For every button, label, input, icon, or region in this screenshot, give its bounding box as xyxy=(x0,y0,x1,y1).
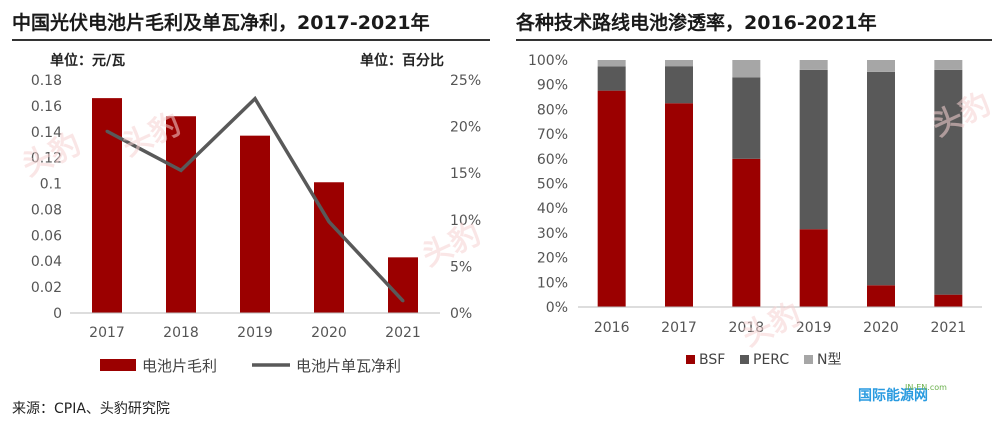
site-logo: 国际能源网 xyxy=(858,388,928,404)
right-chart-x-tick-label: 2018 xyxy=(729,320,765,336)
bsf-segment xyxy=(665,103,693,307)
ntype-segment xyxy=(934,60,963,70)
left-x-tick-label: 2019 xyxy=(237,325,273,341)
gross-margin-bar xyxy=(240,135,270,313)
gross-margin-bar xyxy=(166,116,196,313)
ntype-segment xyxy=(732,60,761,78)
net-profit-point xyxy=(401,299,405,303)
right-y-tick-label: 10% xyxy=(450,213,481,229)
right-chart-y-tick-label: 40% xyxy=(537,201,568,217)
net-profit-point xyxy=(179,168,183,172)
right-chart-y-tick-label: 100% xyxy=(528,53,568,69)
right-chart-y-tick-label: 20% xyxy=(537,251,568,267)
net-profit-point xyxy=(253,97,257,101)
right-chart-y-tick-label: 30% xyxy=(537,226,568,242)
right-chart-x-tick-label: 2019 xyxy=(796,320,832,336)
right-y-tick-label: 5% xyxy=(450,259,472,275)
right-chart-y-tick-label: 10% xyxy=(537,275,568,291)
right-chart-svg: 0% 10% 20% 30% 40% 50% 60% 70% 80% 90% 100% 2016 201… xyxy=(528,53,982,368)
bsf-segment xyxy=(799,229,828,307)
perc-segment xyxy=(732,77,761,159)
right-unit-label: 单位：百分比 xyxy=(360,53,444,69)
left-x-tick-label: 2017 xyxy=(89,325,125,341)
bsf-segment xyxy=(597,90,626,308)
site-logo-sub: IN-EN.com xyxy=(905,383,947,392)
perc-segment xyxy=(665,66,693,104)
left-x-tick-label: 2020 xyxy=(311,325,347,341)
bsf-segment xyxy=(867,285,895,307)
legend-swatch-gross-margin xyxy=(100,359,136,371)
perc-segment xyxy=(867,71,895,286)
right-chart-y-tick-label: 0% xyxy=(546,300,568,316)
legend-swatch-ntype xyxy=(804,355,813,364)
right-title-divider xyxy=(516,39,992,41)
gross-margin-bar xyxy=(92,98,122,313)
right-chart-x-tick-label: 2021 xyxy=(931,320,967,336)
ntype-segment xyxy=(597,60,626,67)
left-y-tick-label: 0 xyxy=(53,306,62,322)
right-chart-y-tick-label: 80% xyxy=(537,102,568,118)
left-unit-label: 单位：元/瓦 xyxy=(50,53,126,69)
bsf-segment xyxy=(732,158,761,307)
left-x-tick-label: 2018 xyxy=(163,325,199,341)
ntype-segment xyxy=(799,60,828,70)
right-y-tick-label: 15% xyxy=(450,166,481,182)
right-chart-y-tick-label: 70% xyxy=(537,127,568,143)
left-y-tick-label: 0.14 xyxy=(31,125,62,141)
left-y-tick-label: 0.1 xyxy=(40,177,62,193)
legend-label-gross-margin: 电池片毛利 xyxy=(142,357,217,375)
left-title-divider xyxy=(12,39,490,41)
left-y-tick-label: 0.08 xyxy=(31,202,62,218)
legend-label-perc: PERC xyxy=(753,352,789,368)
left-chart-title: 中国光伏电池片毛利及单瓦净利，2017-2021年 xyxy=(12,12,430,34)
left-chart-panel: 中国光伏电池片毛利及单瓦净利，2017-2021年 单位：元/瓦 单位：百分比 … xyxy=(12,12,490,417)
right-chart-title: 各种技术路线电池渗透率，2016-2021年 xyxy=(516,12,877,34)
source-note: 来源：CPIA、头豹研究院 xyxy=(12,401,170,417)
legend-label-net-profit: 电池片单瓦净利 xyxy=(296,357,401,375)
right-chart-x-tick-label: 2020 xyxy=(863,320,899,336)
right-chart-y-tick-label: 60% xyxy=(537,152,568,168)
left-y-tick-label: 0.18 xyxy=(31,73,62,89)
gross-margin-bar xyxy=(388,257,418,313)
right-y-tick-label: 20% xyxy=(450,120,481,136)
ntype-segment xyxy=(867,60,895,72)
left-y-tick-label: 0.12 xyxy=(31,151,62,167)
left-x-tick-label: 2021 xyxy=(385,325,421,341)
left-y-tick-label: 0.16 xyxy=(31,99,62,115)
right-chart-panel: 各种技术路线电池渗透率，2016-2021年 0% 10% 20% 30% 40% 50%… xyxy=(500,0,1000,427)
left-y-tick-label: 0.04 xyxy=(31,254,62,270)
legend-label-ntype: N型 xyxy=(817,352,841,368)
left-y-tick-label: 0.06 xyxy=(31,228,62,244)
ntype-segment xyxy=(665,60,693,67)
right-y-tick-label: 25% xyxy=(450,73,481,89)
legend-swatch-bsf xyxy=(686,355,695,364)
net-profit-point xyxy=(105,129,109,133)
net-profit-point xyxy=(327,220,331,224)
legend-swatch-perc xyxy=(740,355,749,364)
right-chart-x-tick-label: 2017 xyxy=(661,320,697,336)
left-y-tick-label: 0.02 xyxy=(31,280,62,296)
right-chart-x-tick-label: 2016 xyxy=(594,320,630,336)
legend-label-bsf: BSF xyxy=(699,352,725,368)
right-chart-y-tick-label: 90% xyxy=(537,78,568,94)
perc-segment xyxy=(597,66,626,91)
right-chart-y-tick-label: 50% xyxy=(537,177,568,193)
right-y-tick-label: 0% xyxy=(450,306,472,322)
bsf-segment xyxy=(934,294,963,307)
left-chart-svg: 0 0.02 0.04 0.06 0.08 0.1 0.12 0.14 0.16 0.18 0% 5%… xyxy=(31,73,481,375)
perc-segment xyxy=(934,69,963,295)
perc-segment xyxy=(799,69,828,230)
